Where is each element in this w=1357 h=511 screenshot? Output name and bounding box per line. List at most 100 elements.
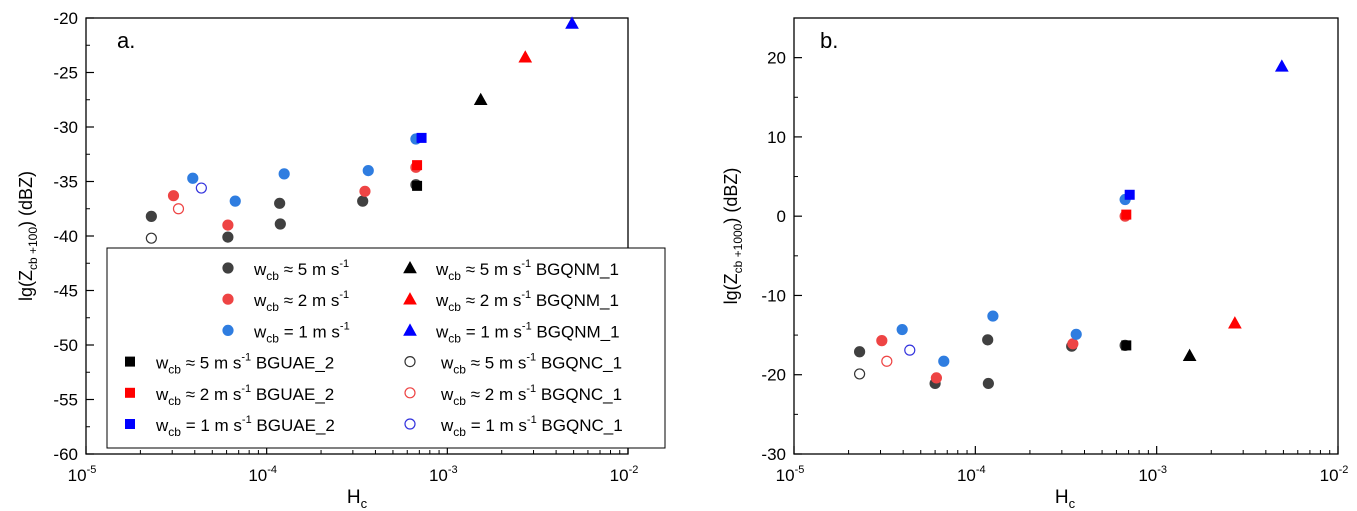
text-part: -4 xyxy=(976,464,986,476)
data-point xyxy=(229,195,241,207)
text-part: 5 xyxy=(298,260,307,279)
legend-marker xyxy=(222,293,234,305)
data-point xyxy=(195,182,207,194)
text-part: ≈ xyxy=(279,260,298,279)
x-tick-label: 10-5 xyxy=(68,464,97,485)
legend-marker xyxy=(403,260,417,274)
data-point xyxy=(1121,209,1132,220)
text-part: 10 xyxy=(957,466,976,485)
y-tick-label: -50 xyxy=(53,336,78,355)
text-part: m s xyxy=(209,385,241,404)
legend-entry-label: wcb = 1 m s-1 BGQNM_1 xyxy=(435,320,620,345)
y-tick-label: -60 xyxy=(53,445,78,464)
text-part: = xyxy=(181,416,200,435)
data-point xyxy=(145,232,157,244)
x-tick-label: 10-3 xyxy=(1138,464,1167,485)
data-point xyxy=(1182,348,1197,362)
legend-entry-label: wcb ≈ 5 m s-1 BGQNM_1 xyxy=(435,258,619,283)
text-part: -1 xyxy=(526,352,536,364)
text-part: cb xyxy=(453,394,466,408)
text-part: 10 xyxy=(1320,466,1339,485)
text-part: 10 xyxy=(68,466,87,485)
text-part: 1 xyxy=(200,416,209,435)
x-axis-title: Hc xyxy=(347,487,368,511)
data-point xyxy=(1274,59,1289,72)
legend-marker xyxy=(403,292,417,305)
text-part: m s xyxy=(307,260,339,279)
text-part: 10 xyxy=(776,466,795,485)
text-part: cb xyxy=(453,425,466,439)
text-part: m s xyxy=(307,291,339,310)
text-part: 2 xyxy=(298,291,307,310)
text-part: 10 xyxy=(610,466,629,485)
legend-marker xyxy=(403,323,417,336)
y-tick-label: -20 xyxy=(761,366,786,385)
data-point xyxy=(982,334,994,346)
y-tick-label: -40 xyxy=(53,227,78,246)
data-point xyxy=(473,92,488,106)
text-part: m s xyxy=(490,322,522,341)
text-part: -2 xyxy=(629,464,639,476)
legend-marker xyxy=(404,387,416,399)
data-point xyxy=(222,219,234,231)
x-tick-label: 10-3 xyxy=(429,464,458,485)
data-point xyxy=(357,195,369,207)
y-tick-label: 10 xyxy=(767,128,786,147)
data-point xyxy=(881,355,893,367)
panel-label: a. xyxy=(117,28,135,53)
text-part: -1 xyxy=(241,383,251,395)
panel-label: b. xyxy=(820,28,838,53)
text-part: cb xyxy=(168,425,181,439)
y-tick-label: -35 xyxy=(53,173,78,192)
text-part: -1 xyxy=(521,289,531,301)
text-part: cb xyxy=(448,300,461,314)
data-point xyxy=(938,355,950,367)
text-part: ≈ xyxy=(466,354,485,373)
y-tick-label: -25 xyxy=(53,64,78,83)
text-part: BGQNM_1 xyxy=(531,260,619,279)
y-tick-label: -10 xyxy=(761,286,786,305)
x-axis-title: Hc xyxy=(1055,487,1076,511)
x-tick-label: 10-2 xyxy=(610,464,639,485)
x-tick-label: 10-2 xyxy=(1320,464,1349,485)
text-part: 5 xyxy=(200,354,209,373)
data-points xyxy=(853,59,1289,390)
text-part: BGQNC_1 xyxy=(536,385,622,404)
legend-entry-label: wcb = 1 m s-1 BGQNC_1 xyxy=(440,414,623,439)
text-part: 10 xyxy=(1138,466,1157,485)
data-point xyxy=(362,165,374,177)
text-part: cb xyxy=(448,331,461,345)
text-part: cb xyxy=(266,331,279,345)
text-part: w xyxy=(253,260,267,279)
text-part: cb xyxy=(168,394,181,408)
text-part: BGQNM_1 xyxy=(531,291,619,310)
x-tick-label: 10-4 xyxy=(957,464,986,485)
legend-entry-label: wcb ≈ 5 m s-1 xyxy=(253,258,349,283)
text-part: w xyxy=(253,322,267,341)
legend-entry-label: wcb ≈ 2 m s-1 BGUAE_2 xyxy=(155,383,334,408)
text-part: 2 xyxy=(480,291,489,310)
text-part: w xyxy=(253,291,267,310)
legend-entry-label: wcb = 1 m s-1 xyxy=(253,320,350,345)
text-part: 5 xyxy=(485,354,494,373)
data-point xyxy=(853,346,866,358)
text-part: -1 xyxy=(340,320,350,332)
data-point xyxy=(274,197,286,209)
text-part: m s xyxy=(494,354,526,373)
text-part: -2 xyxy=(1339,464,1349,476)
text-part: w xyxy=(440,385,454,404)
text-part: 1 xyxy=(485,416,494,435)
text-part: cb xyxy=(266,269,279,283)
text-part: w xyxy=(155,354,169,373)
text-part: cb xyxy=(266,300,279,314)
data-point xyxy=(412,180,423,191)
text-part: w xyxy=(155,385,169,404)
legend-marker xyxy=(222,324,234,336)
data-point xyxy=(876,335,888,347)
text-part: m s xyxy=(489,291,521,310)
y-tick-label: -55 xyxy=(53,391,78,410)
text-part: ≈ xyxy=(466,385,485,404)
data-point xyxy=(930,372,943,384)
x-axis-ticks: 10-5 10-4 10-3 10-2 xyxy=(68,446,639,485)
